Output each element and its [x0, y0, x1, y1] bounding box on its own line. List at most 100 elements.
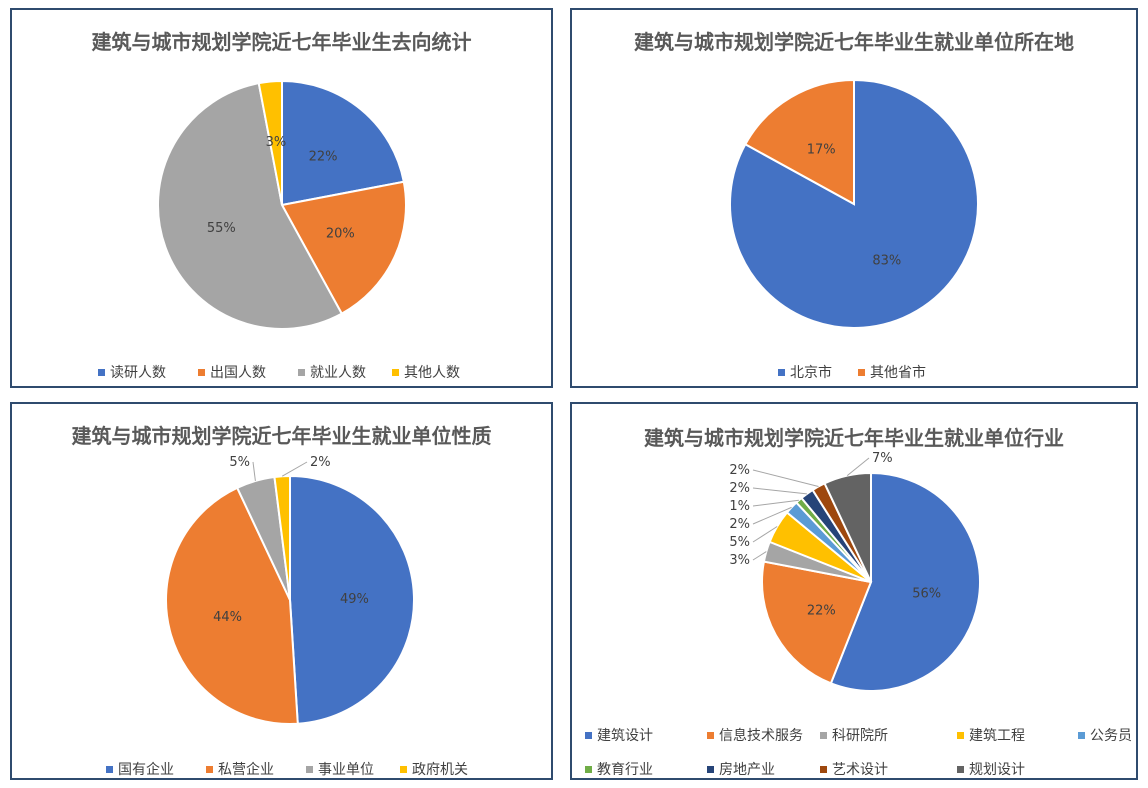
legend-label: 建筑工程	[969, 728, 1025, 744]
data-label: 1%	[729, 499, 750, 514]
data-label: 3%	[266, 135, 287, 150]
leader-line	[752, 487, 807, 495]
legend-label: 政府机关	[412, 762, 468, 778]
legend-item: 政府机关	[400, 759, 468, 779]
legend-item: 教育行业	[585, 759, 653, 779]
legend-swatch	[392, 368, 399, 376]
legend-swatch	[1078, 731, 1085, 739]
legend-swatch	[820, 765, 827, 773]
legend-swatch	[778, 368, 785, 376]
data-label: 5%	[229, 455, 250, 470]
data-label: 22%	[807, 603, 836, 618]
legend-item: 事业单位	[306, 759, 374, 779]
legend-item: 建筑工程	[957, 725, 1025, 745]
pie-chart-panel: 建筑与城市规划学院近七年毕业生就业单位所在地 83% 17% 北京市 其他省市	[570, 8, 1138, 388]
legend-label: 私营企业	[218, 762, 274, 778]
pie-slice-其他人数	[257, 79, 283, 206]
legend-item: 科研院所	[820, 725, 888, 745]
legend-swatch	[98, 368, 105, 376]
data-label: 7%	[872, 451, 893, 466]
legend-label: 读研人数	[110, 365, 166, 381]
pie-slice-其他省市	[743, 78, 855, 206]
legend-swatch	[106, 765, 113, 773]
data-label: 2%	[729, 481, 750, 496]
pie-slice-建筑设计	[829, 471, 981, 692]
legend-item: 建筑设计	[585, 725, 653, 745]
legend-swatch	[707, 731, 714, 739]
legend-label: 出国人数	[210, 365, 266, 381]
legend-swatch	[306, 765, 313, 773]
legend-swatch	[585, 765, 592, 773]
pie-slice-就业人数	[157, 82, 344, 330]
pie-chart-panel: 建筑与城市规划学院近七年毕业生去向统计 22% 20% 55% 3% 读研人数 出国人数 就业…	[10, 8, 553, 388]
leader-line	[752, 526, 778, 543]
leader-line	[846, 457, 870, 477]
legend-label: 建筑设计	[597, 728, 653, 744]
legend-label: 规划设计	[969, 762, 1025, 778]
pie-svg: 49% 44% 5% 2%	[165, 455, 415, 725]
legend-item: 国有企业	[106, 759, 174, 779]
legend-label: 其他省市	[870, 365, 926, 381]
pie-chart-panel: 建筑与城市规划学院近七年毕业生就业单位行业 56% 22% 3% 5% 2% 1% 2% 2% 7…	[570, 402, 1138, 780]
legend-swatch	[400, 765, 407, 773]
legend-item: 其他人数	[392, 362, 460, 382]
legend-label: 信息技术服务	[719, 728, 803, 744]
legend-item: 规划设计	[957, 759, 1025, 779]
data-label: 2%	[729, 517, 750, 532]
legend-swatch	[585, 731, 592, 739]
data-label: 2%	[310, 455, 331, 470]
leader-line	[752, 551, 767, 561]
legend-swatch	[707, 765, 714, 773]
legend-label: 教育行业	[597, 762, 653, 778]
pie-svg: 83% 17%	[729, 78, 979, 329]
pie-slice-国有企业	[289, 474, 415, 725]
data-label: 44%	[213, 610, 242, 625]
leader-line	[252, 461, 256, 481]
data-label: 49%	[340, 592, 369, 607]
pie-svg: 22% 20% 55% 3%	[157, 79, 407, 330]
data-label: 17%	[807, 142, 836, 157]
legend-item: 艺术设计	[820, 759, 888, 779]
pie-chart-panel: 建筑与城市规划学院近七年毕业生就业单位性质 49% 44% 5% 2% 国有企业 私营企业 事…	[10, 402, 553, 780]
legend-swatch	[957, 731, 964, 739]
legend-item: 就业人数	[298, 362, 366, 382]
chart-title: 建筑与城市规划学院近七年毕业生去向统计	[91, 30, 472, 54]
legend-item: 出国人数	[198, 362, 266, 382]
legend-label: 国有企业	[118, 762, 174, 778]
legend-label: 艺术设计	[832, 762, 888, 778]
pie-slice-信息技术服务	[761, 560, 873, 685]
pie-slice-出国人数	[280, 180, 407, 316]
leader-line	[752, 499, 799, 507]
legend-item: 读研人数	[98, 362, 166, 382]
legend-item: 房地产业	[707, 759, 775, 779]
legend-label: 房地产业	[719, 762, 775, 778]
data-label: 83%	[872, 254, 901, 269]
legend-label: 科研院所	[832, 728, 888, 744]
legend-label: 事业单位	[318, 762, 374, 778]
legend-label: 北京市	[790, 365, 832, 381]
legend-label: 其他人数	[404, 365, 460, 381]
data-label: 3%	[729, 553, 750, 568]
chart-title: 建筑与城市规划学院近七年毕业生就业单位所在地	[634, 30, 1074, 54]
pie-svg: 56% 22% 3% 5% 2% 1% 2% 2% 7%	[729, 451, 981, 692]
chart-title: 建筑与城市规划学院近七年毕业生就业单位性质	[71, 424, 492, 448]
leader-line	[752, 506, 792, 525]
legend-swatch	[198, 368, 205, 376]
legend-label: 就业人数	[310, 365, 366, 381]
legend-swatch	[858, 368, 865, 376]
data-label: 56%	[912, 587, 941, 602]
legend-item: 北京市	[778, 362, 832, 382]
legend-label: 公务员	[1090, 728, 1132, 744]
legend-swatch	[820, 731, 827, 739]
data-label: 55%	[207, 221, 236, 236]
legend-swatch	[298, 368, 305, 376]
legend-item: 公务员	[1078, 725, 1132, 745]
data-label: 5%	[729, 535, 750, 550]
chart-title: 建筑与城市规划学院近七年毕业生就业单位行业	[644, 426, 1064, 450]
leader-line	[752, 469, 819, 487]
data-label: 2%	[729, 463, 750, 478]
legend-item: 私营企业	[206, 759, 274, 779]
data-label: 20%	[326, 226, 355, 241]
legend-swatch	[206, 765, 213, 773]
leader-line	[281, 461, 308, 477]
